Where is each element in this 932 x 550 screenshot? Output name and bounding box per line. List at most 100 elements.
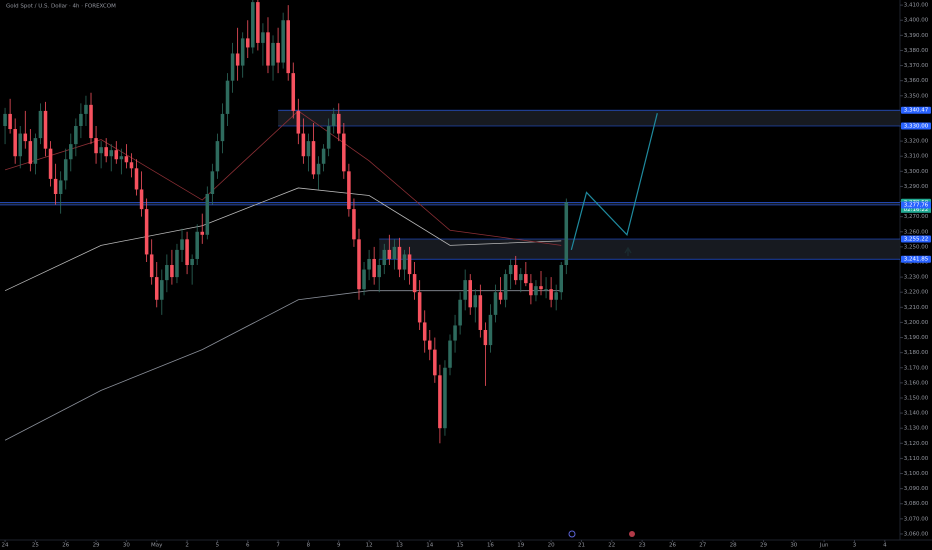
candle-body (139, 189, 144, 210)
candle-body (281, 20, 285, 63)
x-tick-label: 8 (307, 543, 311, 549)
candle-body (559, 265, 564, 293)
candle-body (225, 80, 230, 114)
candle-body (266, 32, 270, 66)
candle-body (493, 292, 498, 315)
y-tick-label: 3,400.00 (904, 18, 929, 24)
level-label: 3,255.22 (904, 236, 929, 242)
x-tick-label: 4 (883, 543, 887, 549)
candle-body (357, 239, 361, 290)
candle-body (114, 150, 119, 160)
candle-body (336, 113, 341, 134)
candle-body (251, 2, 255, 48)
candle-body (175, 249, 179, 278)
x-tick-label: 29 (93, 543, 100, 549)
y-tick-label: 3,150.00 (904, 395, 929, 401)
candle-body (180, 239, 184, 250)
level-label-box (901, 106, 931, 114)
candle-body (58, 180, 63, 195)
y-tick-label: 3,410.00 (904, 3, 929, 9)
candle-body (392, 246, 397, 259)
y-tick-label: 3,380.00 (904, 48, 929, 54)
y-tick-label: 3,070.00 (904, 516, 929, 522)
candle-body (412, 274, 417, 293)
y-tick-label: 3,270.00 (904, 214, 929, 220)
x-tick-label: 19 (517, 543, 524, 549)
x-tick-label: 3 (853, 543, 857, 549)
x-tick-label: 27 (699, 543, 706, 549)
candle-body (438, 375, 442, 429)
chart-title: Gold Spot / U.S. Dollar · 4h · FOREXCOM (6, 4, 116, 10)
y-tick-label: 3,260.00 (904, 229, 929, 235)
y-tick-label: 3,370.00 (904, 63, 929, 69)
candle-body (453, 325, 457, 341)
candle-body (549, 289, 553, 300)
x-tick-label: 2 (185, 543, 189, 549)
zone (278, 110, 901, 127)
candle-body (433, 349, 437, 376)
candle-body (508, 265, 513, 275)
candle-body (230, 53, 235, 81)
candle-body (483, 329, 488, 346)
candle-body (33, 138, 38, 164)
candle-body (144, 209, 149, 255)
x-tick-label: 28 (730, 543, 737, 549)
x-tick-label: 7 (276, 543, 280, 549)
candle-body (377, 265, 381, 278)
y-tick-label: 3,320.00 (904, 139, 929, 145)
y-tick-label: 3,160.00 (904, 380, 929, 386)
projection-path (570, 113, 658, 251)
candle-body (220, 113, 225, 142)
x-tick-label: 30 (123, 543, 130, 549)
candle-body (235, 53, 240, 66)
candle-body (554, 292, 558, 300)
candle-body (498, 292, 503, 300)
y-tick-label: 3,290.00 (904, 184, 929, 190)
y-tick-label: 3,130.00 (904, 426, 929, 432)
y-tick-label: 3,220.00 (904, 290, 929, 296)
candle-body (129, 162, 134, 169)
candle-body (276, 42, 280, 63)
candle-body (529, 283, 533, 296)
candle-body (524, 274, 528, 284)
x-tick-label: 5 (216, 543, 220, 549)
candle-body (311, 141, 316, 175)
level-label: 3,340.47 (904, 108, 929, 114)
candle-body (3, 113, 7, 127)
level-label: 3,330.00 (904, 124, 929, 130)
event-icon[interactable] (568, 530, 576, 538)
candle-body (534, 286, 538, 296)
candle-body (443, 367, 447, 429)
x-tick-label: 14 (426, 543, 433, 549)
candle-body (478, 295, 483, 330)
candle-body (544, 289, 548, 290)
x-tick-label: 15 (457, 543, 464, 549)
candle-body (286, 20, 290, 74)
x-tick-label: 30 (790, 543, 797, 549)
candle-body (326, 126, 331, 149)
candle-body (109, 150, 114, 157)
candle-body (271, 42, 275, 66)
candle-body (185, 239, 189, 266)
y-tick-label: 3,120.00 (904, 441, 929, 447)
candle-body (53, 178, 58, 195)
candle-body (28, 141, 33, 164)
candle-body (352, 209, 356, 240)
x-tick-label: 29 (760, 543, 767, 549)
candle-body (539, 286, 543, 290)
x-tick-label: 12 (366, 543, 373, 549)
candle-body (195, 231, 199, 259)
countdown-box (901, 205, 931, 213)
level-label: 3,241.85 (904, 257, 929, 263)
x-tick-label: 16 (487, 543, 494, 549)
y-tick-label: 3,140.00 (904, 411, 929, 417)
y-tick-label: 3,080.00 (904, 501, 929, 507)
candle-body (468, 280, 472, 308)
candle-body (458, 299, 462, 326)
candle-body (397, 246, 402, 270)
candle-body (428, 340, 432, 350)
event-icon[interactable] (629, 531, 635, 537)
y-tick-label: 3,110.00 (904, 456, 929, 462)
candle-body (488, 314, 493, 346)
candle-body (331, 113, 336, 127)
